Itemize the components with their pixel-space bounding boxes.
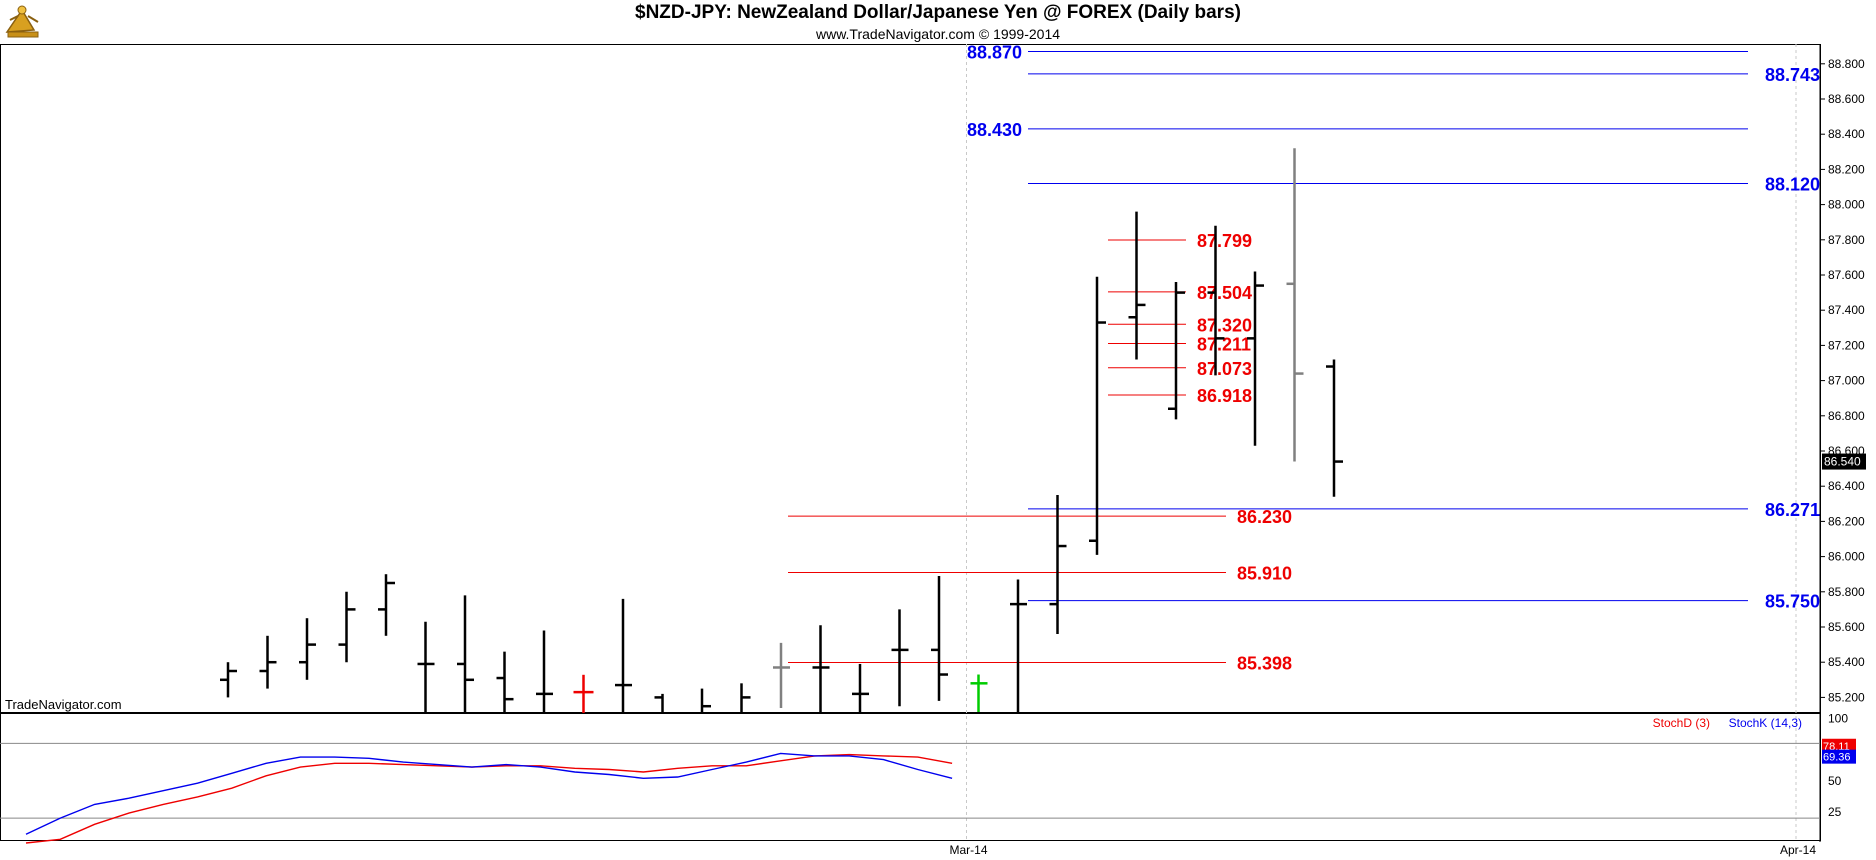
level-label-red: 86.918 [1197,386,1252,406]
y-tick-label: 86.200 [1828,514,1865,528]
chart-title: $NZD-JPY: NewZealand Dollar/Japanese Yen… [635,2,1241,23]
y-tick-label: 88.400 [1828,127,1865,141]
stoch-tick-label: 100 [1828,712,1848,726]
stochastic-panel-frame [0,713,1821,841]
level-label-blue: 85.750 [1765,592,1820,612]
x-tick-label: Mar-14 [949,843,987,857]
level-label-red: 86.230 [1237,507,1292,527]
y-tick-label: 87.800 [1828,233,1865,247]
legend-stoch-d: StochD (3) [1653,716,1710,730]
level-label-red: 85.910 [1237,563,1292,583]
trade-navigator-logo-icon [2,2,44,42]
y-tick-label: 87.200 [1828,338,1865,352]
last-price-marker [1822,453,1866,470]
y-tick-label: 88.600 [1828,92,1865,106]
y-tick-label: 87.400 [1828,303,1865,317]
level-label-red: 87.504 [1197,283,1252,303]
y-tick-label: 85.800 [1828,585,1865,599]
y-tick-label: 85.600 [1828,620,1865,634]
y-tick-label: 87.600 [1828,268,1865,282]
stoch-tick-label: 50 [1828,774,1842,788]
y-tick-label: 88.200 [1828,162,1865,176]
legend-stoch-k: StochK (14,3) [1729,716,1802,730]
level-label-red: 87.211 [1197,334,1251,354]
brand-label: TradeNavigator.com [5,697,122,712]
price-panel-frame [0,44,1821,713]
stoch-line-k [25,752,953,835]
stoch-k-value: 69.36 [1823,752,1851,764]
level-label-blue: 88.743 [1765,65,1820,85]
y-tick-label: 87.000 [1828,374,1865,388]
chart-subtitle: www.TradeNavigator.com © 1999-2014 [815,26,1061,42]
level-label-blue: 86.271 [1765,500,1820,520]
level-label-red: 87.320 [1197,315,1252,335]
y-tick-label: 85.200 [1828,690,1865,704]
y-tick-label: 88.800 [1828,57,1865,71]
stoch-d-value-marker [1822,738,1856,753]
y-tick-label: 86.000 [1828,550,1865,564]
level-label-red: 87.073 [1197,359,1252,379]
y-tick-label: 85.400 [1828,655,1865,669]
y-tick-label: 88.000 [1828,198,1865,212]
y-tick-label: 86.800 [1828,409,1865,423]
level-label-red: 87.799 [1197,231,1252,251]
level-label-red: 85.398 [1237,654,1292,674]
level-label-blue: 88.120 [1765,174,1820,194]
level-label-blue: 88.870 [967,42,1022,62]
last-price-label: 86.540 [1824,455,1861,469]
y-tick-label: 86.400 [1828,479,1865,493]
stoch-tick-label: 25 [1828,805,1842,819]
level-label-blue: 88.430 [967,120,1022,140]
x-tick-label: Apr-14 [1780,843,1816,857]
stoch-k-value-marker [1822,749,1856,764]
stoch-line-d [25,753,953,844]
